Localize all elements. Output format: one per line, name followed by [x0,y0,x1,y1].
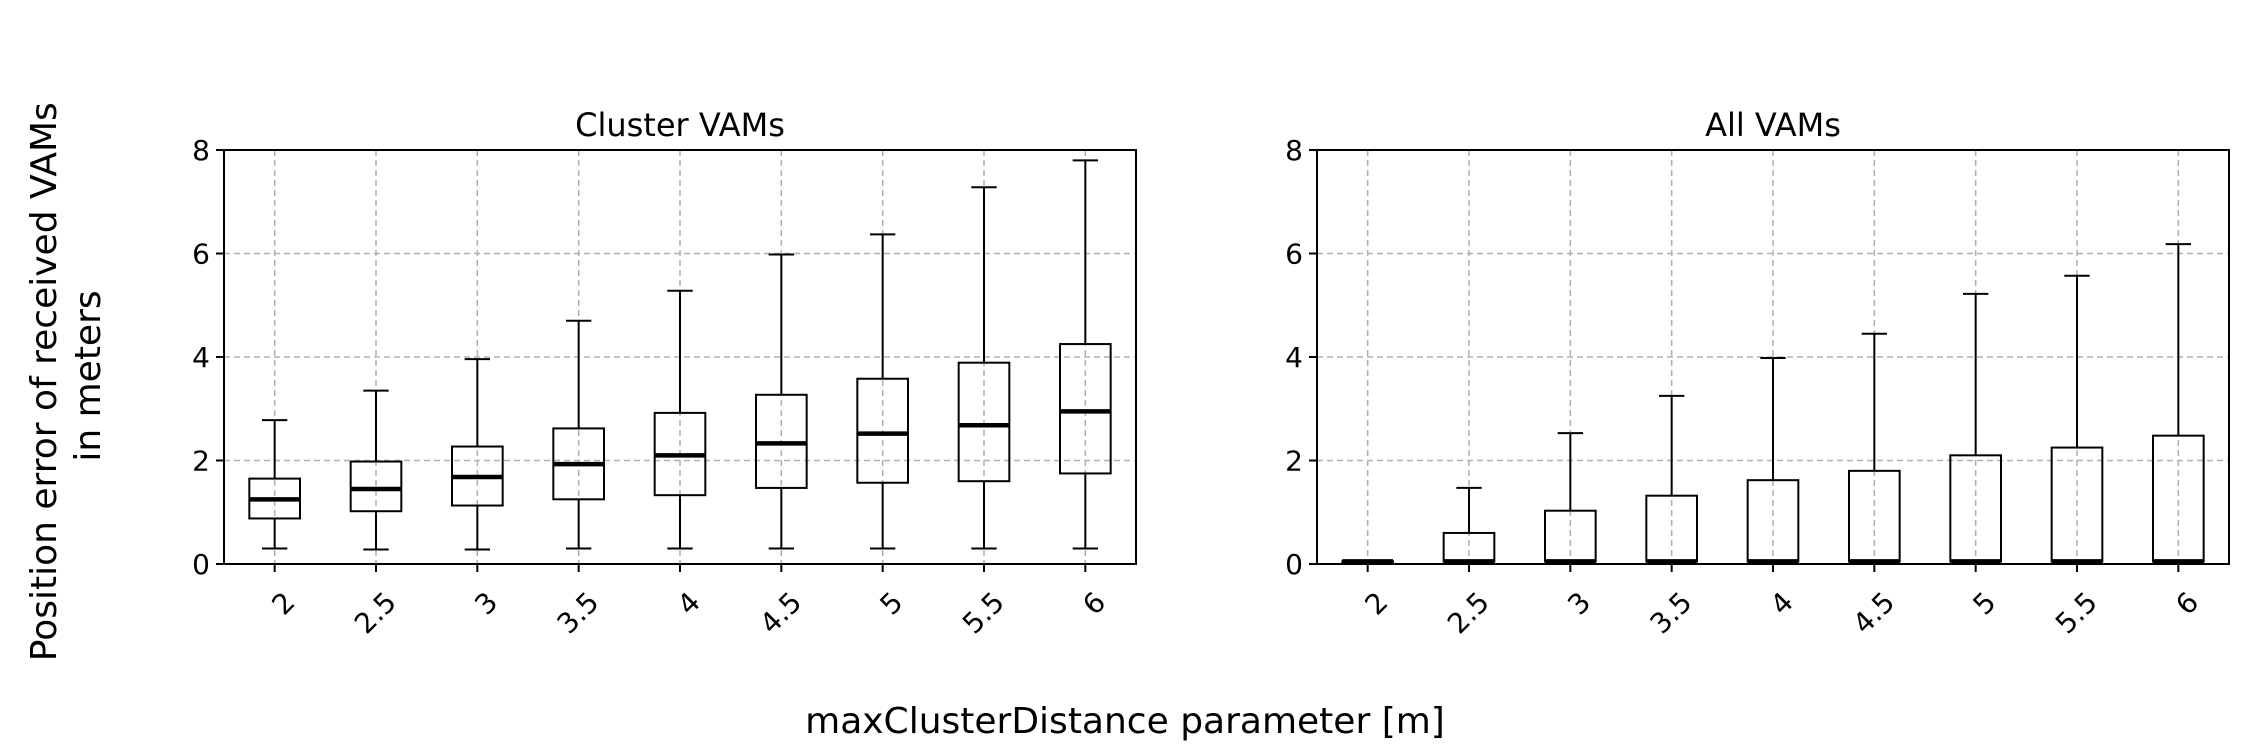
y-axis-label-line-2: in meters [68,290,109,461]
y-tick-label: 0 [1285,548,1303,581]
x-tick-label: 2 [1359,585,1395,621]
box-4 [653,289,707,550]
x-tick-label: 3 [468,585,504,621]
x-tick-label: 6 [2169,585,2205,621]
y-tick-label: 2 [192,445,210,478]
box-5 [856,233,909,550]
x-tick-label: 4 [671,585,707,621]
x-tick-label: 3.5 [551,585,606,640]
box-5.5 [2050,274,2104,564]
box-2.5 [349,389,403,551]
box-2 [1341,559,1395,564]
box-4.5 [1848,332,1901,564]
y-tick-label: 0 [192,548,210,581]
x-tick-label: 4.5 [753,585,808,640]
x-tick-label: 5 [874,585,910,621]
box-2 [248,419,301,550]
box-iqr [957,361,1011,483]
box-3.5 [552,319,605,550]
chart-title: All VAMs [1705,106,1841,144]
box-3.5 [1645,394,1699,564]
y-tick-label: 2 [1285,445,1303,478]
y-axis-label: Position error of received VAMs in meter… [24,91,109,661]
x-tick-label: 3.5 [1644,585,1699,640]
x-tick-label: 5.5 [956,585,1011,640]
box-iqr [1059,343,1112,475]
x-axis-label: maxClusterDistance parameter [m] [805,701,1445,742]
box-2.5 [1442,486,1496,564]
box-iqr [1442,531,1496,563]
y-tick-label: 4 [1285,341,1303,374]
box-3 [451,358,504,551]
box-6 [2152,243,2205,564]
box-4.5 [755,253,808,550]
x-tick-label: 3 [1561,585,1597,621]
panel-all-vams: 0 2 4 6 8 2 2.5 3 3.5 4 4.5 5 5.5 6 All VAMs [1285,106,2230,640]
chart-title: Cluster VAMs [575,106,785,144]
x-tick-label: 4 [1764,585,1800,621]
x-tick-label: 5 [1967,585,2003,621]
y-tick-label: 4 [192,341,210,374]
x-tick-label: 6 [1076,585,1112,621]
box-5 [1949,292,2003,564]
y-axis-label-line-1: Position error of received VAMs [24,102,65,661]
x-tick-label: 2.5 [348,585,403,640]
x-tick-label: 2 [266,585,302,621]
y-tick-label: 6 [192,238,210,271]
x-tick-label: 5.5 [2049,585,2104,640]
box-iqr [856,377,909,484]
box-5.5 [957,186,1011,550]
box-3 [1544,432,1597,564]
x-tick-label: 2.5 [1441,585,1496,640]
box-4 [1746,357,1800,564]
box-iqr [349,460,403,513]
y-tick-label: 8 [1285,134,1303,167]
x-tick-label: 4.5 [1846,585,1901,640]
y-tick-label: 8 [192,134,210,167]
panel-cluster-vams: 0 2 4 6 8 2 2.5 3 3.5 4 4.5 5 5.5 6 Cluster VAMs [192,106,1137,640]
y-tick-label: 6 [1285,238,1303,271]
box-6 [1059,159,1112,550]
